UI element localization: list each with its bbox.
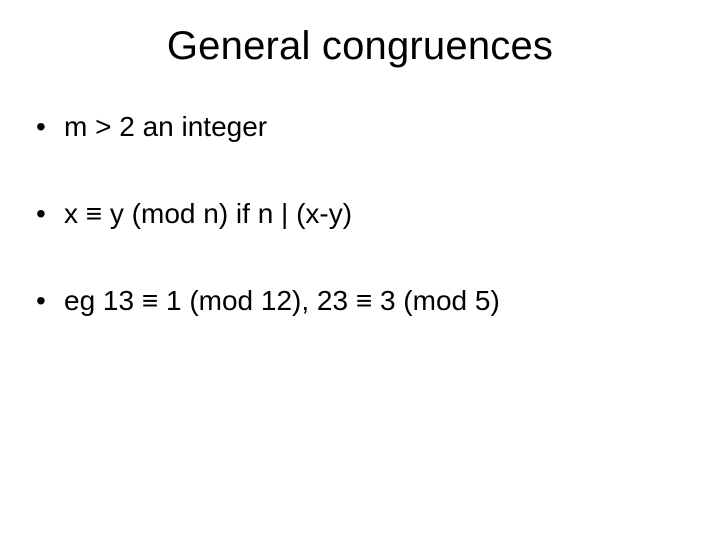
slide-title: General congruences: [36, 24, 684, 69]
bullet-item: x ≡ y (mod n) if n | (x-y): [36, 196, 684, 231]
slide: General congruences m > 2 an integer x ≡…: [0, 0, 720, 540]
bullet-item: eg 13 ≡ 1 (mod 12), 23 ≡ 3 (mod 5): [36, 283, 684, 318]
bullet-list: m > 2 an integer x ≡ y (mod n) if n | (x…: [36, 109, 684, 318]
bullet-item: m > 2 an integer: [36, 109, 684, 144]
